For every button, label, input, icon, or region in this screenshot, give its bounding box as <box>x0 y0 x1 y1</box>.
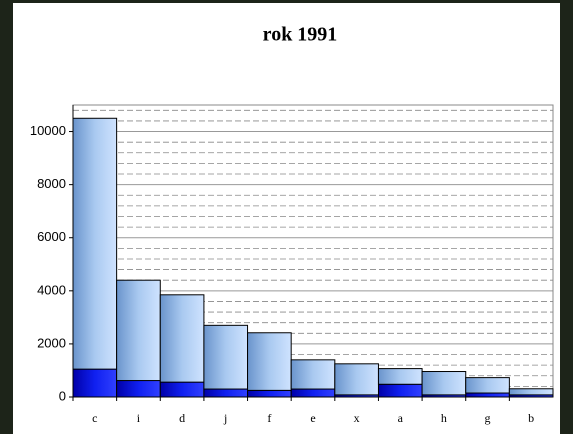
y-tick-label: 6000 <box>37 229 66 244</box>
x-tick-label: e <box>310 411 315 425</box>
bar-segment <box>72 368 118 398</box>
bar-segment <box>159 294 205 383</box>
x-tick-label: f <box>267 411 271 425</box>
bar-segment <box>116 279 161 382</box>
bar-segment <box>465 392 510 398</box>
bar-segment <box>247 332 292 391</box>
bar-segment <box>72 117 118 370</box>
y-tick-label: 8000 <box>37 176 66 191</box>
x-tick-label: g <box>485 411 491 425</box>
x-tick-label: a <box>398 411 404 425</box>
bar-segment <box>334 363 379 396</box>
x-tick-label: x <box>354 411 360 425</box>
bar-segment <box>247 389 292 398</box>
x-tick-label: c <box>92 411 97 425</box>
x-tick-label: i <box>137 411 141 425</box>
bar-segment <box>290 388 336 398</box>
bar-segment <box>290 359 336 390</box>
bar-segment <box>508 388 554 396</box>
bar-segment <box>203 388 249 398</box>
chart-title: rok 1991 <box>263 24 338 46</box>
x-tick-label: b <box>528 411 534 425</box>
bar-segment <box>159 381 205 398</box>
x-tick-label: d <box>179 411 185 425</box>
bar-segment <box>377 368 423 385</box>
bar-segment <box>465 377 510 394</box>
bar-segment <box>203 324 249 390</box>
bar-segment <box>116 380 161 398</box>
bar-segment <box>421 371 467 396</box>
bar-segment <box>377 383 423 398</box>
y-tick-label: 2000 <box>37 335 66 350</box>
y-tick-label: 10000 <box>30 123 66 138</box>
x-tick-label: j <box>223 411 227 425</box>
y-tick-label: 4000 <box>37 282 66 297</box>
x-tick-label: h <box>441 411 447 425</box>
y-tick-label: 0 <box>59 388 66 403</box>
